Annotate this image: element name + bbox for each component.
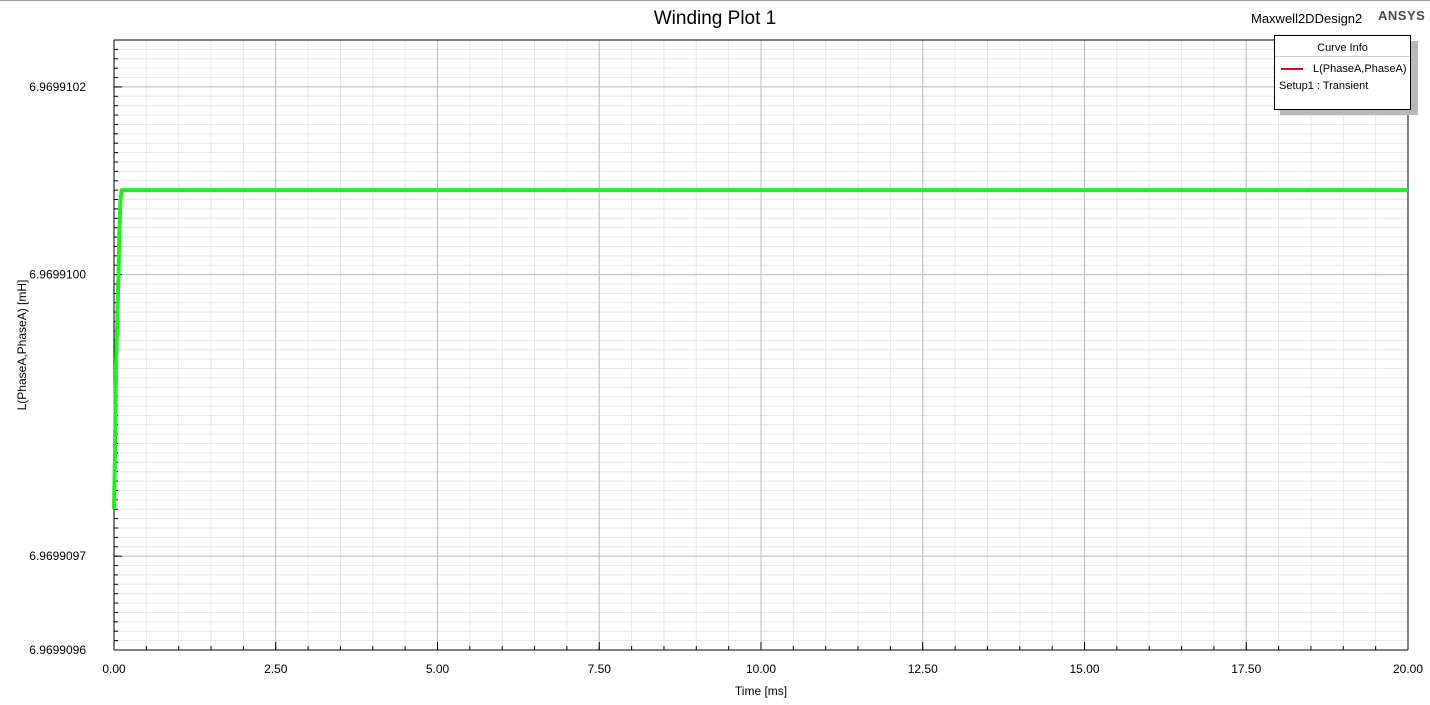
y-tick-label: 6.9699097: [29, 549, 86, 563]
x-tick-label: 17.50: [1231, 662, 1261, 676]
x-tick-label: 5.00: [426, 662, 450, 676]
x-tick-label: 2.50: [264, 662, 288, 676]
x-tick-label: 0.00: [102, 662, 126, 676]
legend-setup-label: Setup1 : Transient: [1279, 80, 1369, 92]
y-tick-label: 6.9699100: [29, 268, 86, 282]
y-tick-label: 6.9699102: [29, 80, 86, 94]
y-tick-label: 6.9699096: [29, 643, 86, 657]
y-axis-label: L(PhaseA,PhaseA) [mH]: [15, 279, 29, 411]
x-tick-label: 12.50: [908, 662, 938, 676]
x-tick-label: 20.00: [1393, 662, 1423, 676]
x-tick-label: 7.50: [588, 662, 612, 676]
design-name: Maxwell2DDesign2: [1251, 11, 1363, 26]
window-top-border: [0, 0, 1430, 1]
legend-swatch: [1281, 68, 1303, 70]
legend-header: Curve Info: [1275, 36, 1410, 57]
legend-series-label: L(PhaseA,PhaseA): [1313, 63, 1407, 75]
chart-title: Winding Plot 1: [653, 8, 777, 29]
x-tick-label: 15.00: [1069, 662, 1099, 676]
x-tick-label: 10.00: [746, 662, 776, 676]
x-axis-label: Time [ms]: [734, 684, 788, 698]
curve-info-legend[interactable]: Curve Info L(PhaseA,PhaseA) Setup1 : Tra…: [1274, 35, 1411, 110]
series-line-phasea: [112, 188, 1408, 510]
legend-entry[interactable]: L(PhaseA,PhaseA): [1275, 60, 1410, 78]
brand-logo: ANSYS: [1378, 8, 1426, 23]
